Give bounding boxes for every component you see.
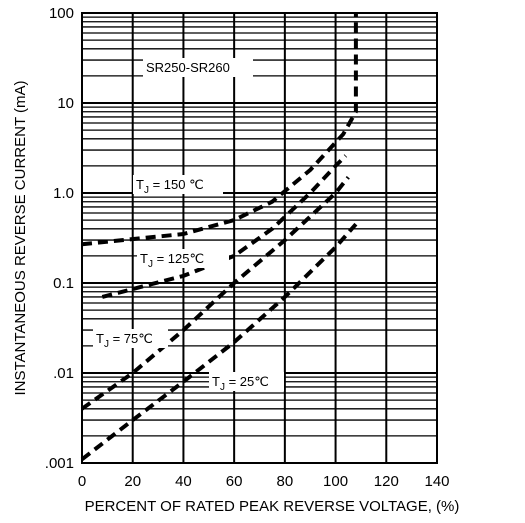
plot-frame	[81, 12, 438, 464]
tj-75-label: TJ = 75℃	[96, 331, 153, 350]
x-tick-label: 100	[323, 473, 348, 490]
x-tick-label: 120	[374, 473, 399, 490]
tj-75-label-bg	[93, 329, 168, 348]
x-tick-label: 20	[124, 473, 141, 490]
series-line	[101, 154, 348, 299]
y-tick-label: .01	[53, 365, 74, 382]
y-tick-labels: .001 .01 0.1 1.0 10 100	[45, 5, 74, 472]
series-line	[81, 13, 358, 247]
y-tick-label: .001	[45, 455, 74, 472]
tj-25-label-bg	[209, 372, 284, 391]
y-axis-label: INSTANTANEOUS REVERSE CURRENT (mA)	[12, 80, 29, 395]
x-tick-labels: 0 20 40 60 80 100 120 140	[78, 473, 450, 490]
y-tick-label: 1.0	[53, 185, 74, 202]
x-tick-label: 80	[277, 473, 294, 490]
x-axis-label: PERCENT OF RATED PEAK REVERSE VOLTAGE, (…	[85, 498, 460, 515]
annotations: SR250-SR260 TJ = 150 ℃ TJ = 125℃ TJ = 75℃ TJ…	[93, 58, 284, 393]
part-number-label: SR250-SR260	[146, 60, 230, 75]
series-line	[80, 222, 358, 461]
y-tick-label: 0.1	[53, 275, 74, 292]
y-tick-label: 100	[49, 5, 74, 22]
x-tick-label: 140	[424, 473, 449, 490]
tj-150-label: TJ = 150 ℃	[136, 177, 204, 196]
series-lines	[80, 13, 358, 461]
tj-125-label: TJ = 125℃	[140, 251, 204, 270]
tj-150-label-bg	[133, 175, 223, 194]
tj-125-label-bg	[137, 249, 229, 268]
y-tick-label: 10	[57, 95, 74, 112]
x-tick-label: 40	[175, 473, 192, 490]
series-line	[80, 175, 350, 411]
x-tick-label: 0	[78, 473, 86, 490]
tj-25-label: TJ = 25℃	[212, 374, 269, 393]
x-tick-label: 60	[226, 473, 243, 490]
part-number-label-bg	[143, 58, 253, 77]
